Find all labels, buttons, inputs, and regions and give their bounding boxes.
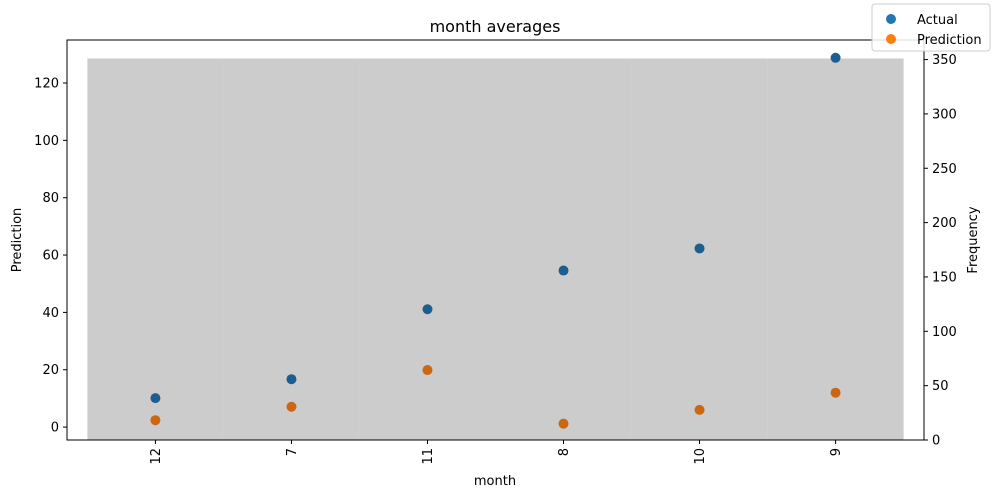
y2-tick-label: 150	[932, 270, 957, 285]
point-prediction	[830, 387, 841, 398]
y-tick-label: 60	[42, 249, 59, 264]
frequency-bar	[87, 58, 224, 440]
x-tick-label: 10	[693, 448, 708, 465]
x-tick-label: 11	[421, 448, 436, 465]
y-tick-label: 20	[42, 363, 59, 378]
y-tick-label: 40	[42, 306, 59, 321]
point-prediction	[694, 404, 705, 415]
point-actual	[422, 304, 433, 315]
x-axis: 12 7 11 8 10 9	[149, 440, 844, 465]
x-tick-label: 8	[557, 448, 572, 456]
y-tick-label: 100	[34, 134, 59, 149]
legend-label-actual: Actual	[917, 13, 958, 28]
y2-tick-label: 200	[932, 216, 957, 231]
y-axis-label: Prediction	[10, 208, 25, 273]
x-axis-label: month	[474, 474, 516, 489]
x-tick-label: 9	[829, 448, 844, 456]
point-prediction	[286, 401, 297, 412]
frequency-bars	[87, 58, 904, 440]
plot-frame	[66, 39, 925, 441]
point-actual	[558, 265, 569, 276]
left-y-axis: 0 20 40 60 80 100 120	[34, 77, 67, 436]
frequency-bar	[359, 58, 496, 440]
legend-marker-actual	[886, 14, 896, 24]
point-actual	[150, 393, 161, 404]
y-tick-label: 120	[34, 77, 59, 92]
legend: Actual Prediction	[871, 3, 991, 52]
legend-marker-prediction	[886, 34, 896, 44]
right-y-axis: 0 50 100 150 200 250 300 350	[924, 53, 957, 449]
point-prediction	[558, 418, 569, 429]
y2-tick-label: 100	[932, 325, 957, 340]
point-prediction	[150, 415, 161, 426]
y2-axis-label: Frequency	[966, 206, 981, 273]
point-actual	[694, 243, 705, 254]
legend-box	[871, 3, 991, 52]
chart-title: month averages	[430, 17, 561, 36]
y-tick-label: 0	[51, 421, 59, 436]
y2-tick-label: 350	[932, 53, 957, 68]
point-actual	[830, 52, 841, 63]
point-prediction	[422, 365, 433, 376]
legend-label-prediction: Prediction	[917, 33, 982, 48]
point-actual	[286, 374, 297, 385]
y2-tick-label: 300	[932, 107, 957, 122]
x-tick-label: 12	[149, 448, 164, 465]
x-tick-label: 7	[285, 448, 300, 456]
frequency-bar	[767, 58, 904, 440]
y2-tick-label: 250	[932, 162, 957, 177]
scatter-points	[150, 52, 841, 429]
frequency-bar	[495, 58, 632, 440]
y2-tick-label: 0	[932, 434, 940, 449]
y-tick-label: 80	[42, 191, 59, 206]
y2-tick-label: 50	[932, 379, 949, 394]
